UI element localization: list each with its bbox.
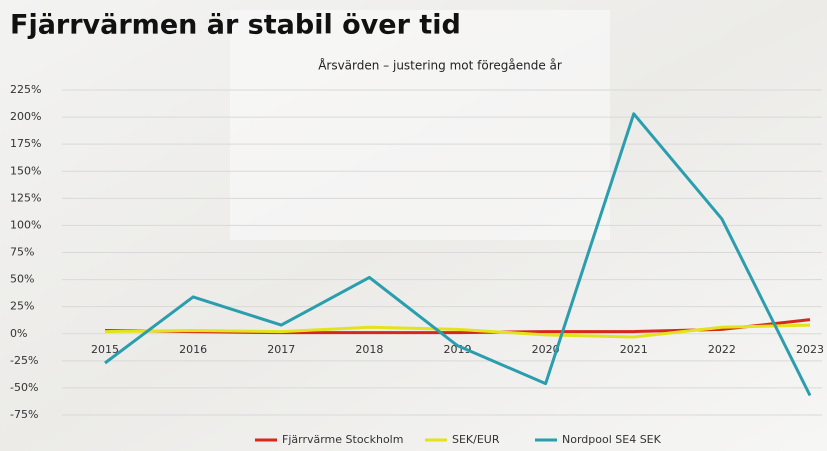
y-tick-label: 0% (10, 327, 27, 340)
x-tick-label: 2022 (708, 343, 736, 356)
y-tick-label: 25% (10, 300, 34, 313)
x-tick-label: 2021 (620, 343, 648, 356)
background-decor (230, 10, 610, 240)
y-tick-label: -25% (10, 354, 38, 367)
y-tick-label: 150% (10, 164, 41, 177)
y-tick-label: 75% (10, 246, 34, 259)
legend-label: SEK/EUR (452, 433, 500, 446)
y-tick-label: 175% (10, 137, 41, 150)
y-tick-label: 50% (10, 273, 34, 286)
y-tick-label: -75% (10, 408, 38, 421)
x-tick-label: 2017 (267, 343, 295, 356)
y-tick-label: 225% (10, 83, 41, 96)
legend-label: Fjärrvärme Stockholm (282, 433, 403, 446)
y-tick-label: -50% (10, 381, 38, 394)
x-tick-label: 2016 (179, 343, 207, 356)
x-tick-label: 2023 (796, 343, 824, 356)
chart-title: Fjärrvärmen är stabil över tid (10, 10, 461, 41)
chart: Fjärrvärmen är stabil över tid Årsvärden… (0, 0, 827, 451)
y-tick-label: 100% (10, 218, 41, 231)
chart-subtitle: Årsvärden – justering mot föregående år (318, 58, 562, 73)
x-tick-label: 2018 (355, 343, 383, 356)
page: Fjärrvärmen är stabil över tid Årsvärden… (0, 0, 827, 451)
y-tick-label: 200% (10, 110, 41, 123)
y-tick-label: 125% (10, 191, 41, 204)
legend-label: Nordpool SE4 SEK (562, 433, 662, 446)
